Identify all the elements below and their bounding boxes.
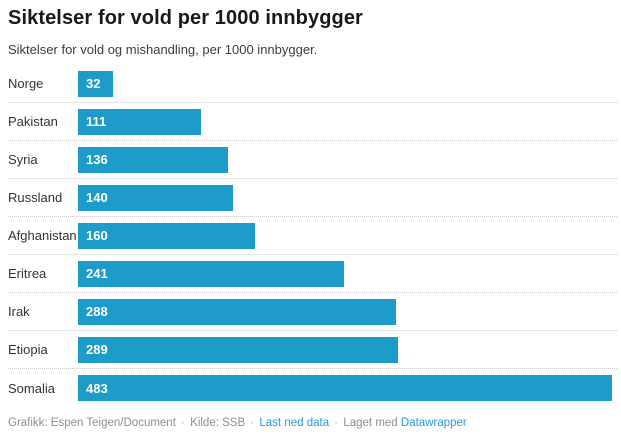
value-label: 241 — [86, 266, 108, 281]
chart-row: Eritrea 241 — [8, 255, 617, 293]
chart-row: Afghanistan 160 — [8, 217, 617, 255]
chart-row: Somalia 483 — [8, 369, 617, 407]
category-label: Irak — [8, 304, 30, 319]
category-label: Afghanistan — [8, 228, 77, 243]
chart-row: Russland 140 — [8, 179, 617, 217]
bar: 160 — [78, 222, 255, 249]
bar-track: 288 — [78, 298, 612, 325]
value-label: 32 — [86, 76, 101, 91]
bar: 289 — [78, 336, 398, 363]
separator-dot: · — [181, 417, 185, 429]
chart-title: Siktelser for vold per 1000 innbygger — [8, 7, 363, 29]
bar: 32 — [78, 70, 114, 97]
category-label: Somalia — [8, 380, 55, 396]
chart-row: Norge 32 — [8, 65, 617, 103]
bar: 111 — [78, 108, 201, 135]
source-text: Kilde: SSB — [190, 417, 246, 429]
value-label: 140 — [86, 190, 108, 205]
chart-row: Etiopia 289 — [8, 331, 617, 369]
bar: 140 — [78, 184, 233, 211]
chart-row: Irak 288 — [8, 293, 617, 331]
chart-subtitle: Siktelser for vold og mishandling, per 1… — [8, 42, 318, 57]
bar-track: 140 — [78, 184, 612, 211]
category-label: Pakistan — [8, 114, 58, 129]
bar: 241 — [78, 260, 345, 287]
bar-track: 289 — [78, 336, 612, 363]
bar-track: 111 — [78, 108, 612, 135]
category-label: Norge — [8, 76, 44, 91]
bar-track: 32 — [78, 70, 612, 97]
bar: 288 — [78, 298, 397, 325]
download-data-link[interactable]: Last ned data — [259, 417, 330, 429]
bar-track: 160 — [78, 222, 612, 249]
chart-header: Siktelser for vold per 1000 innbygger Si… — [0, 0, 621, 57]
category-label: Eritrea — [8, 266, 47, 281]
category-label: Russland — [8, 190, 63, 205]
datawrapper-link[interactable]: Datawrapper — [400, 417, 467, 429]
made-with-text: Laget med — [343, 417, 398, 429]
value-label: 111 — [86, 114, 107, 129]
bar-track: 483 — [78, 375, 612, 401]
separator-dot: · — [250, 417, 255, 429]
bar: 136 — [78, 146, 229, 173]
bar: 483 — [78, 375, 612, 401]
value-label: 483 — [86, 380, 108, 396]
category-label: Syria — [8, 152, 38, 167]
value-label: 288 — [86, 304, 108, 319]
bar-track: 241 — [78, 260, 612, 287]
chart-row: Pakistan 111 — [8, 103, 617, 141]
credit-text: Grafikk: Espen Teigen/Document — [8, 417, 176, 429]
chart-footer: Grafikk: Espen Teigen/Document · Kilde: … — [8, 417, 613, 429]
value-label: 289 — [86, 342, 108, 357]
separator-dot: · — [334, 417, 339, 429]
bar-track: 136 — [78, 146, 612, 173]
category-label: Etiopia — [8, 342, 48, 357]
bar-chart: Norge 32 Pakistan 111 Syria 136 Russland… — [8, 65, 617, 407]
chart-row: Syria 136 — [8, 141, 617, 179]
value-label: 160 — [86, 228, 108, 243]
value-label: 136 — [86, 152, 108, 167]
